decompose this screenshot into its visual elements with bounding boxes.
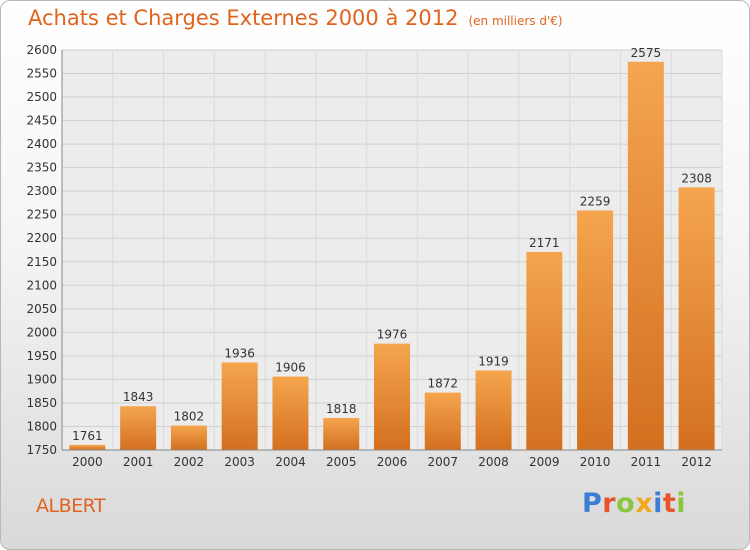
x-tick-label: 2001: [123, 455, 154, 469]
bar: [627, 61, 664, 450]
bar: [272, 376, 309, 450]
x-tick-label: 2006: [377, 455, 408, 469]
data-label: 1802: [174, 410, 205, 424]
y-tick-label: 2250: [26, 208, 57, 222]
proxiti-logo: Proxiti: [582, 488, 687, 519]
y-tick-label: 1900: [26, 372, 57, 386]
y-tick-label: 2000: [26, 325, 57, 339]
y-tick-label: 2400: [26, 137, 57, 151]
data-label: 2575: [631, 46, 662, 60]
y-tick-label: 1850: [26, 396, 57, 410]
x-tick-label: 2008: [478, 455, 509, 469]
y-tick-label: 2350: [26, 161, 57, 175]
data-label: 1976: [377, 328, 408, 342]
y-tick-label: 2450: [26, 114, 57, 128]
data-label: 2308: [681, 171, 712, 185]
y-tick-label: 2500: [26, 90, 57, 104]
y-tick-label: 2050: [26, 302, 57, 316]
bar: [69, 444, 106, 450]
data-label: 1872: [427, 377, 458, 391]
bars: 1761 1843 1802 1936 1906 1818 1976 1872 1919 2171…: [69, 46, 715, 451]
data-label: 1761: [72, 429, 103, 443]
x-tick-label: 2011: [631, 455, 662, 469]
bar: [526, 251, 563, 450]
chart-title: Achats et Charges Externes 2000 à 2012 (e…: [28, 6, 563, 30]
bar: [120, 406, 157, 450]
x-tick-label: 2010: [580, 455, 611, 469]
y-tick-label: 1750: [26, 443, 57, 457]
bar: [170, 425, 207, 450]
x-tick-label: 2000: [72, 455, 103, 469]
y-tick-label: 2550: [26, 67, 57, 81]
y-tick-label: 2150: [26, 255, 57, 269]
bar: [323, 418, 360, 450]
title-text: Achats et Charges Externes 2000 à 2012: [28, 6, 459, 30]
y-tick-label: 2200: [26, 231, 57, 245]
bar: [475, 370, 512, 450]
data-label: 2259: [580, 194, 611, 208]
bar: [678, 187, 715, 451]
y-tick-label: 1950: [26, 349, 57, 363]
y-tick-label: 2600: [26, 43, 57, 57]
x-tick-label: 2005: [326, 455, 357, 469]
bar: [577, 210, 614, 450]
unit-text: (en milliers d'€): [468, 14, 563, 28]
x-tick-label: 2002: [174, 455, 205, 469]
y-tick-label: 2100: [26, 278, 57, 292]
y-tick-label: 1800: [26, 419, 57, 433]
x-tick-label: 2012: [681, 455, 712, 469]
data-label: 2171: [529, 236, 560, 250]
bar: [374, 343, 410, 450]
data-label: 1818: [326, 402, 357, 416]
y-tick-label: 2300: [26, 184, 57, 198]
commune-name: ALBERT: [36, 495, 106, 517]
axes: 1750 1800 1850 1900 1950 2000 2050 2100 2150 2200…: [26, 43, 722, 469]
data-label: 1936: [224, 346, 255, 360]
x-tick-label: 2004: [275, 455, 306, 469]
x-tick-label: 2009: [529, 455, 560, 469]
data-label: 1919: [478, 354, 509, 368]
bar: [221, 362, 258, 450]
x-tick-label: 2007: [427, 455, 458, 469]
bar: [424, 392, 461, 450]
data-label: 1843: [123, 390, 154, 404]
data-label: 1906: [275, 361, 306, 375]
x-tick-label: 2003: [224, 455, 255, 469]
